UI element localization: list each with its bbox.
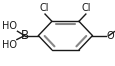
Text: O: O	[105, 31, 113, 41]
Text: Cl: Cl	[39, 3, 49, 13]
Text: B: B	[20, 29, 28, 42]
Text: Cl: Cl	[81, 3, 90, 13]
Text: HO: HO	[2, 21, 17, 31]
Text: HO: HO	[2, 40, 17, 50]
